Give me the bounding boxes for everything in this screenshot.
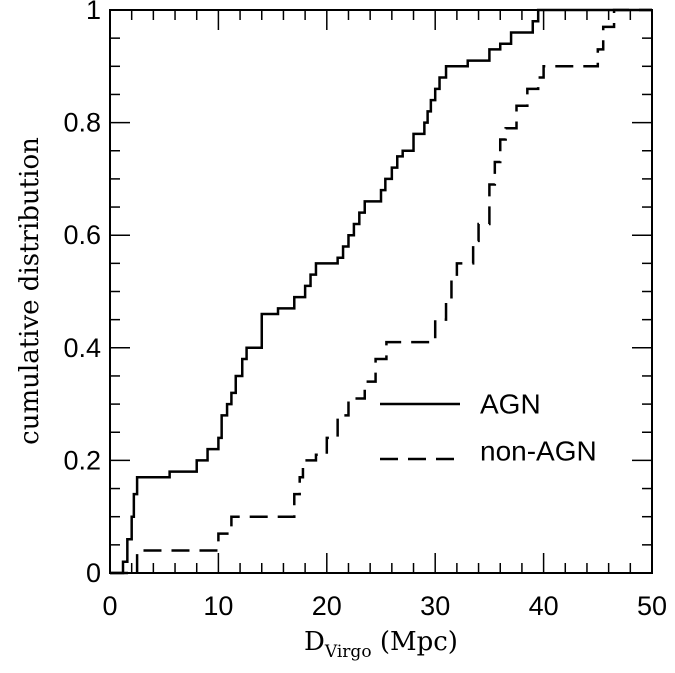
y-axis-title: cumulative distribution [15, 137, 45, 445]
x-tick-label: 50 [637, 591, 667, 621]
series-line-non-agn [110, 8, 652, 575]
tick-labels: 0 10 20 30 40 50 0 0.2 0.4 0.6 0.8 1 [63, 0, 667, 621]
legend-label-agn: AGN [480, 389, 541, 420]
series-line-agn [110, 8, 652, 575]
x-tick-label: 30 [420, 591, 450, 621]
y-tick-label: 0.4 [63, 333, 101, 363]
x-tick-label: 10 [203, 591, 233, 621]
x-tick-label: 40 [529, 591, 559, 621]
x-tick-label: 0 [102, 591, 117, 621]
y-tick-label: 0.8 [63, 108, 101, 138]
x-axis-title-sub: Virgo [324, 642, 372, 662]
plot-frame [109, 9, 653, 574]
y-tick-label: 0.6 [63, 220, 101, 250]
x-axis-title: DVirgo (Mpc) [304, 627, 458, 662]
x-axis-title-main: D [304, 627, 325, 657]
y-tick-label: 0.2 [63, 445, 101, 475]
x-axis-title-rest: (Mpc) [372, 627, 458, 657]
legend: AGN non-AGN [380, 389, 597, 467]
y-tick-label: 1 [86, 0, 101, 25]
y-tick-label: 0 [86, 558, 101, 588]
axis-ticks [109, 9, 653, 574]
legend-label-non-agn: non-AGN [480, 436, 597, 467]
x-tick-label: 20 [312, 591, 342, 621]
series-layer [110, 8, 652, 575]
